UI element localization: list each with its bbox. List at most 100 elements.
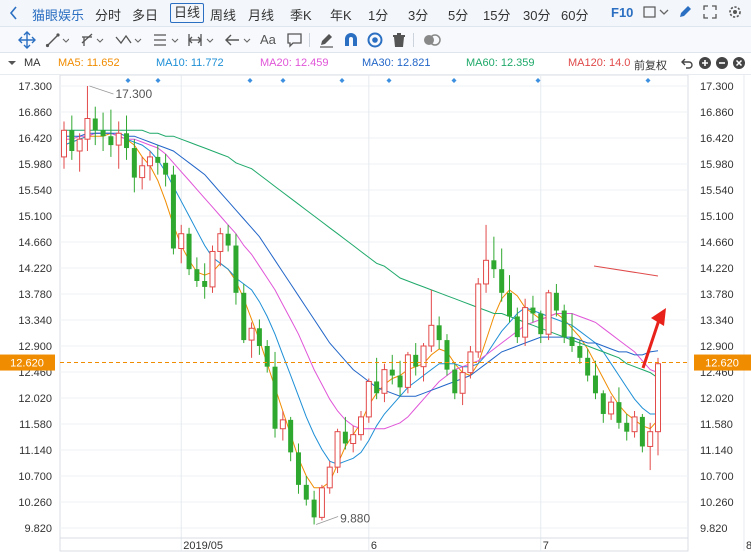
crosshair-move-icon[interactable] [18, 31, 36, 49]
arrow-tool-icon[interactable] [224, 31, 254, 49]
y-tick-label-left: 12.020 [18, 393, 52, 405]
close-indicator-icon[interactable] [732, 56, 746, 73]
fibonacci-tool-icon[interactable] [152, 31, 180, 49]
candle [483, 224, 490, 293]
period-tab[interactable]: 分时 [95, 8, 122, 23]
undo-icon[interactable] [680, 56, 694, 73]
overlay-compare-icon[interactable] [422, 31, 442, 49]
collapse-icon[interactable] [6, 57, 18, 72]
zoom-in-icon[interactable] [698, 56, 712, 73]
y-tick-label-right: 12.900 [700, 341, 734, 353]
channel-tool-icon[interactable] [80, 31, 104, 49]
candle [436, 316, 442, 349]
candle [507, 275, 512, 323]
period-tab[interactable]: 5分 [448, 8, 469, 23]
period-tab[interactable]: 日线 [170, 3, 205, 23]
zoom-out-icon[interactable] [715, 56, 729, 73]
candle [272, 351, 278, 438]
candle [194, 257, 200, 287]
period-tab[interactable]: 3分 [408, 8, 429, 23]
candle [202, 263, 208, 299]
period-tab[interactable]: 30分 [523, 8, 551, 23]
comment-tool-icon[interactable] [286, 31, 304, 49]
y-tick-label-left: 17.300 [18, 81, 52, 93]
candle [608, 396, 615, 420]
candle [115, 121, 122, 169]
chevron-down-icon[interactable] [659, 5, 675, 21]
candle [404, 351, 411, 394]
period-tab[interactable]: 1分 [368, 8, 389, 23]
trash-icon[interactable] [390, 31, 408, 49]
candle [561, 304, 567, 344]
y-tick-label-left: 13.780 [18, 289, 52, 301]
settings-gear-icon[interactable] [727, 4, 743, 20]
candle [84, 86, 91, 151]
candle [452, 363, 458, 400]
candle [108, 109, 114, 157]
period-tab[interactable]: 15分 [483, 8, 511, 23]
adjust-mode-button[interactable]: 前复权 [634, 60, 667, 72]
high-price-label: 17.300 [115, 87, 152, 101]
current-price-badge-left [0, 354, 55, 371]
period-tab[interactable]: 年K [330, 8, 352, 23]
candle [631, 411, 638, 438]
y-tick-label-left: 16.860 [18, 107, 52, 119]
candle [146, 151, 153, 181]
candle [209, 245, 216, 293]
event-marker-icon [645, 78, 651, 83]
f10-button[interactable]: F10 [611, 5, 634, 20]
measure-tool-icon[interactable] [187, 31, 217, 49]
period-tab[interactable]: 月线 [248, 8, 275, 23]
candle [124, 115, 130, 160]
candle [475, 278, 482, 358]
period-tab[interactable]: 季K [290, 8, 312, 23]
event-marker-icon [155, 78, 161, 83]
candle [577, 340, 583, 364]
period-tab[interactable]: 60分 [561, 8, 589, 23]
candle [365, 378, 372, 423]
candle [233, 233, 239, 305]
y-tick-label-right: 16.420 [700, 133, 734, 145]
ma-line-ma10 [63, 132, 658, 465]
magnet-icon[interactable] [342, 31, 360, 49]
candle [326, 461, 333, 494]
candle [288, 416, 294, 462]
candle [76, 133, 83, 172]
candle [381, 363, 388, 403]
candle [61, 121, 67, 169]
ma10-value: MA10: 11.772 [156, 57, 224, 69]
candle [256, 319, 262, 355]
event-marker-icon [280, 78, 286, 83]
ma-label[interactable]: MA [24, 57, 41, 69]
y-tick-label-right: 10.260 [700, 497, 734, 509]
y-tick-label-right: 15.980 [700, 159, 734, 171]
draw-pen-icon[interactable] [677, 4, 693, 20]
candle [374, 357, 380, 400]
y-tick-label-left: 9.820 [24, 523, 52, 535]
period-bar: 猫眼娱乐 分时 多日 日线 周线 月线 季K 年K 1分 3分 5分 15分 30分 60分 F10 [0, 0, 751, 27]
y-tick-label-right: 14.660 [700, 237, 734, 249]
period-tab[interactable]: 多日 [132, 8, 159, 23]
chart-style-icon[interactable] [642, 4, 658, 20]
candle [538, 310, 544, 344]
candle [522, 298, 529, 346]
wave-tool-icon[interactable] [114, 31, 142, 49]
text-tool-icon[interactable]: Aa [260, 32, 276, 47]
x-tick-label: 6 [371, 540, 377, 552]
period-tab[interactable]: 周线 [210, 8, 237, 23]
stock-name[interactable]: 猫眼娱乐 [32, 8, 85, 23]
y-tick-label-right: 10.700 [700, 471, 734, 483]
visibility-icon[interactable] [366, 31, 384, 49]
candle [514, 307, 520, 344]
candle [217, 227, 224, 267]
y-tick-label-left: 15.540 [18, 185, 52, 197]
candle [178, 224, 185, 264]
arrow-annotation-icon [641, 319, 661, 369]
fullscreen-icon[interactable] [702, 4, 718, 20]
eraser-pen-icon[interactable] [318, 31, 336, 49]
event-marker-icon [339, 78, 345, 83]
chevron-left-icon[interactable] [8, 5, 24, 21]
current-price-left: 12.620 [10, 358, 44, 370]
trend-line-icon[interactable] [45, 31, 70, 49]
kline-chart[interactable]: 17.300 17.300 16.860 16.860 16.420 16.420 15.9… [0, 75, 751, 555]
